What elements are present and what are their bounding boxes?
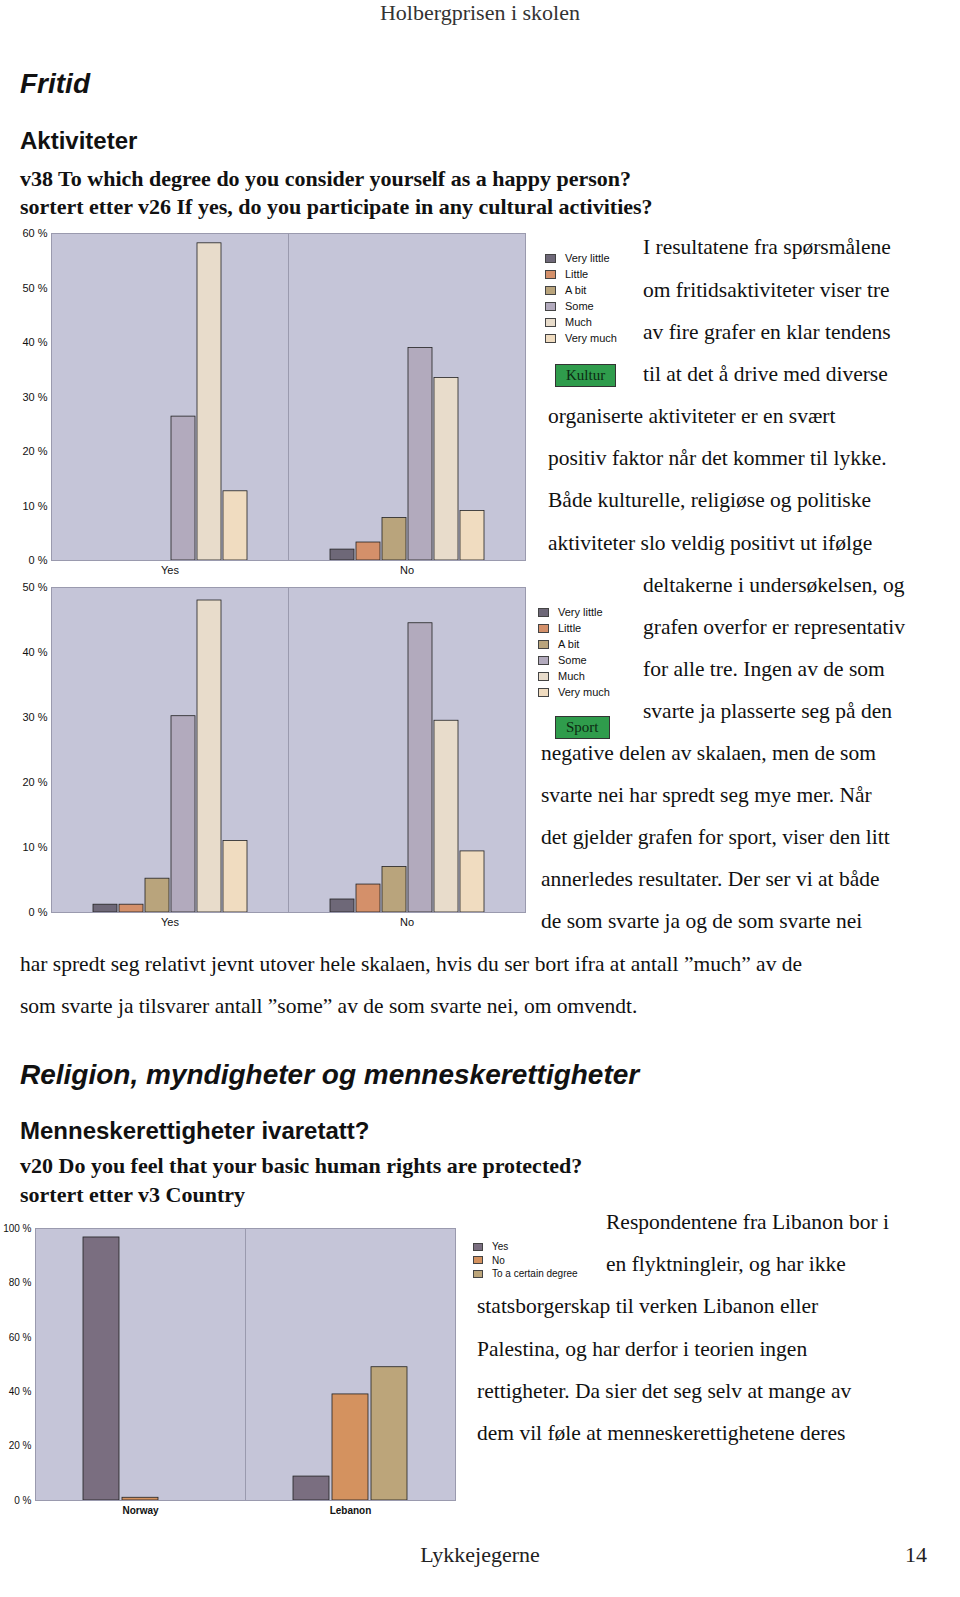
svg-text:0 %: 0 % — [14, 1495, 31, 1506]
svg-text:50 %: 50 % — [22, 581, 47, 593]
html-text:om fritidsaktiviteter viser tr: om fritidsaktiviteter viser tre — [643, 278, 890, 302]
html-text:Little: Little — [565, 268, 589, 280]
html-text:Holbergprisen i skolen: Holbergprisen i skolen — [380, 0, 580, 25]
html-text:har spredt seg relativt jevnt: har spredt seg relativt jevnt utover hel… — [20, 952, 803, 976]
svg-text:100 %: 100 % — [3, 1223, 31, 1234]
html-text:Little: Little — [558, 622, 582, 634]
html-text:To a certain degree: To a certain degree — [492, 1268, 578, 1280]
svg-text:30 %: 30 % — [22, 711, 47, 723]
html-text:av fire grafer en klar tendens: av fire grafer en klar tendens — [643, 320, 891, 344]
html-text:Very little: Very little — [558, 606, 603, 618]
html-text:organiserte aktiviteter er en: organiserte aktiviteter er en svært — [548, 404, 836, 428]
html-text:til at det å drive med diverse: til at det å drive med diverse — [643, 362, 888, 386]
html-text:v38 To which degree do you con: v38 To which degree do you consider your… — [20, 166, 631, 191]
html-text:for alle tre. Ingen av de som: for alle tre. Ingen av de som — [643, 657, 885, 681]
svg-text:40 %: 40 % — [9, 1386, 32, 1397]
svg-text:60 %: 60 % — [9, 1332, 32, 1343]
html-text:svarte ja plasserte seg på den: svarte ja plasserte seg på den — [643, 699, 892, 723]
html-text:v20 Do you feel that your basi: v20 Do you feel that your basic human ri… — [20, 1153, 583, 1178]
svg-text:Yes: Yes — [161, 564, 179, 576]
svg-text:0 %: 0 % — [29, 554, 48, 566]
html-text:14: 14 — [905, 1542, 927, 1567]
html-text:Både kulturelle, religiøse og: Både kulturelle, religiøse og politiske — [548, 488, 871, 512]
svg-text:80 %: 80 % — [9, 1277, 32, 1288]
html-text:deltakerne i undersøkelsen, og: deltakerne i undersøkelsen, og — [643, 573, 905, 597]
html-text:sortert etter v26 If yes, do y: sortert etter v26 If yes, do you partici… — [20, 194, 653, 219]
html-text:Very much: Very much — [565, 332, 617, 344]
svg-text:10 %: 10 % — [22, 500, 47, 512]
svg-text:20 %: 20 % — [22, 445, 47, 457]
html-text:A bit: A bit — [565, 284, 587, 296]
html-text:Respondentene fra Libanon bor: Respondentene fra Libanon bor i — [606, 1210, 889, 1234]
svg-text:40 %: 40 % — [22, 646, 47, 658]
svg-text:0 %: 0 % — [29, 906, 48, 918]
html-text:Palestina, og har derfor i teo: Palestina, og har derfor i teorien ingen — [477, 1337, 808, 1361]
html-text:de som svarte ja og de som sva: de som svarte ja og de som svarte nei — [541, 909, 863, 933]
html-text:en flyktningleir, og har ikke: en flyktningleir, og har ikke — [606, 1252, 846, 1276]
html-text:Some: Some — [558, 654, 587, 666]
svg-text:60 %: 60 % — [22, 227, 47, 239]
html-text:rettigheter. Da sier det seg s: rettigheter. Da sier det seg selv at man… — [477, 1379, 852, 1403]
html-text:det gjelder grafen for sport,: det gjelder grafen for sport, viser den … — [541, 825, 890, 849]
html-text:grafen overfor er representati: grafen overfor er representativ — [643, 615, 905, 639]
html-text:A bit: A bit — [558, 638, 580, 650]
html-text:negative delen av skalaen, men: negative delen av skalaen, men de som — [541, 741, 876, 765]
svg-text:Yes: Yes — [161, 916, 179, 928]
html-text:Much: Much — [565, 316, 592, 328]
html-text:Menneskerettigheter ivaretatt?: Menneskerettigheter ivaretatt? — [20, 1117, 370, 1144]
html-text:annerledes resultater. Der ser: annerledes resultater. Der ser vi at båd… — [541, 867, 880, 891]
svg-text:10 %: 10 % — [22, 841, 47, 853]
html-text:Religion, myndigheter og menne: Religion, myndigheter og menneskerettigh… — [20, 1059, 640, 1090]
html-text:Aktiviteter: Aktiviteter — [20, 127, 138, 154]
html-text:Sport: Sport — [566, 719, 599, 735]
html-text:sortert etter v3 Country: sortert etter v3 Country — [20, 1182, 245, 1207]
html-text:Kultur: Kultur — [566, 367, 606, 383]
svg-text:Lebanon: Lebanon — [330, 1505, 372, 1516]
html-text:Yes: Yes — [492, 1241, 509, 1253]
html-text:I resultatene fra spørsmålene: I resultatene fra spørsmålene — [643, 235, 891, 259]
svg-text:50 %: 50 % — [22, 282, 47, 294]
svg-text:No: No — [400, 916, 414, 928]
svg-text:20 %: 20 % — [22, 776, 47, 788]
html-text:aktiviteter slo veldig positiv: aktiviteter slo veldig positivt ut ifølg… — [548, 531, 873, 555]
svg-text:No: No — [400, 564, 414, 576]
svg-text:40 %: 40 % — [22, 336, 47, 348]
html-text:Much: Much — [558, 670, 585, 682]
html-text:Some: Some — [565, 300, 594, 312]
html-text:Fritid: Fritid — [20, 68, 90, 99]
html-text:Very little: Very little — [565, 252, 610, 264]
html-text:svarte nei har spredt seg mye: svarte nei har spredt seg mye mer. Når — [541, 783, 872, 807]
html-text:No: No — [492, 1254, 505, 1266]
html-text:Very much: Very much — [558, 686, 610, 698]
svg-text:Norway: Norway — [122, 1505, 159, 1516]
html-text:dem vil føle at menneskerettig: dem vil føle at menneskerettighetene der… — [477, 1421, 846, 1445]
svg-text:20 %: 20 % — [9, 1440, 32, 1451]
html-text:positiv faktor når det kommer: positiv faktor når det kommer til lykke. — [548, 446, 887, 470]
html-text:statsborgerskap til verken Lib: statsborgerskap til verken Libanon eller — [477, 1294, 819, 1318]
html-text:som svarte ja tilsvarer antall: som svarte ja tilsvarer antall ”some” av… — [20, 994, 638, 1018]
svg-text:30 %: 30 % — [22, 391, 47, 403]
html-text:Lykkejegerne: Lykkejegerne — [420, 1542, 540, 1567]
